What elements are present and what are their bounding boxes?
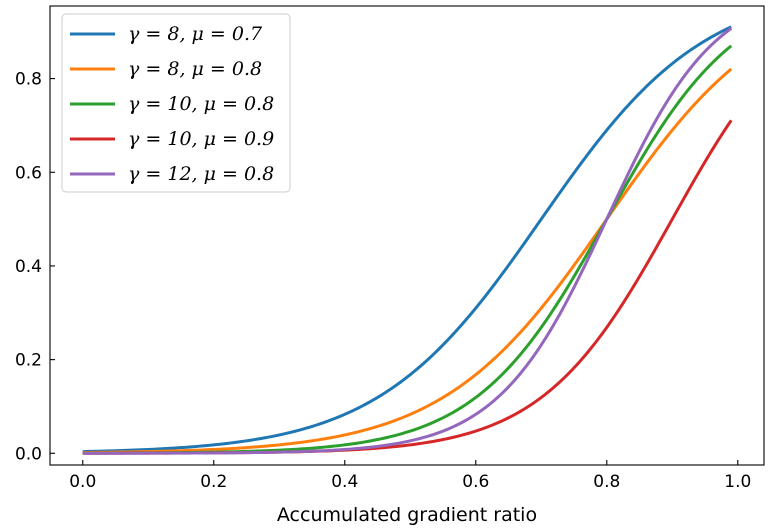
legend-label-2: γ = 8, μ = 0.8 <box>128 58 262 80</box>
x-axis-label: Accumulated gradient ratio <box>277 504 537 526</box>
series-line-5 <box>82 27 733 455</box>
series-lines <box>82 25 733 455</box>
tick-group: 0.0 0.2 0.4 0.6 0.8 1.0 0.0 0.2 0.4 0.6 0.8 <box>15 70 751 492</box>
legend-label-3: γ = 10, μ = 0.8 <box>128 93 274 115</box>
y-tick-label: 0.2 <box>15 351 42 371</box>
legend: γ = 8, μ = 0.7 γ = 8, μ = 0.8 γ = 10, μ = … <box>61 13 291 193</box>
x-tick-label: 0.8 <box>593 472 620 492</box>
plot-frame <box>49 5 765 466</box>
x-tick-label: 0.2 <box>200 472 227 492</box>
y-tick-label: 0.4 <box>15 257 42 277</box>
y-tick-label: 0.6 <box>15 163 42 183</box>
x-tick-label: 1.0 <box>724 472 751 492</box>
legend-frame <box>61 13 291 193</box>
legend-label-1: γ = 8, μ = 0.7 <box>128 23 263 45</box>
legend-label-4: γ = 10, μ = 0.9 <box>128 128 274 150</box>
y-tick-label: 0.8 <box>15 70 42 90</box>
x-tick-label: 0.0 <box>69 472 96 492</box>
x-tick-label: 0.4 <box>331 472 358 492</box>
series-line-2 <box>82 67 733 455</box>
x-tick-label: 0.6 <box>462 472 489 492</box>
y-tick-label: 0.0 <box>15 444 42 464</box>
legend-label-5: γ = 12, μ = 0.8 <box>128 163 274 185</box>
series-line-1 <box>82 25 732 454</box>
